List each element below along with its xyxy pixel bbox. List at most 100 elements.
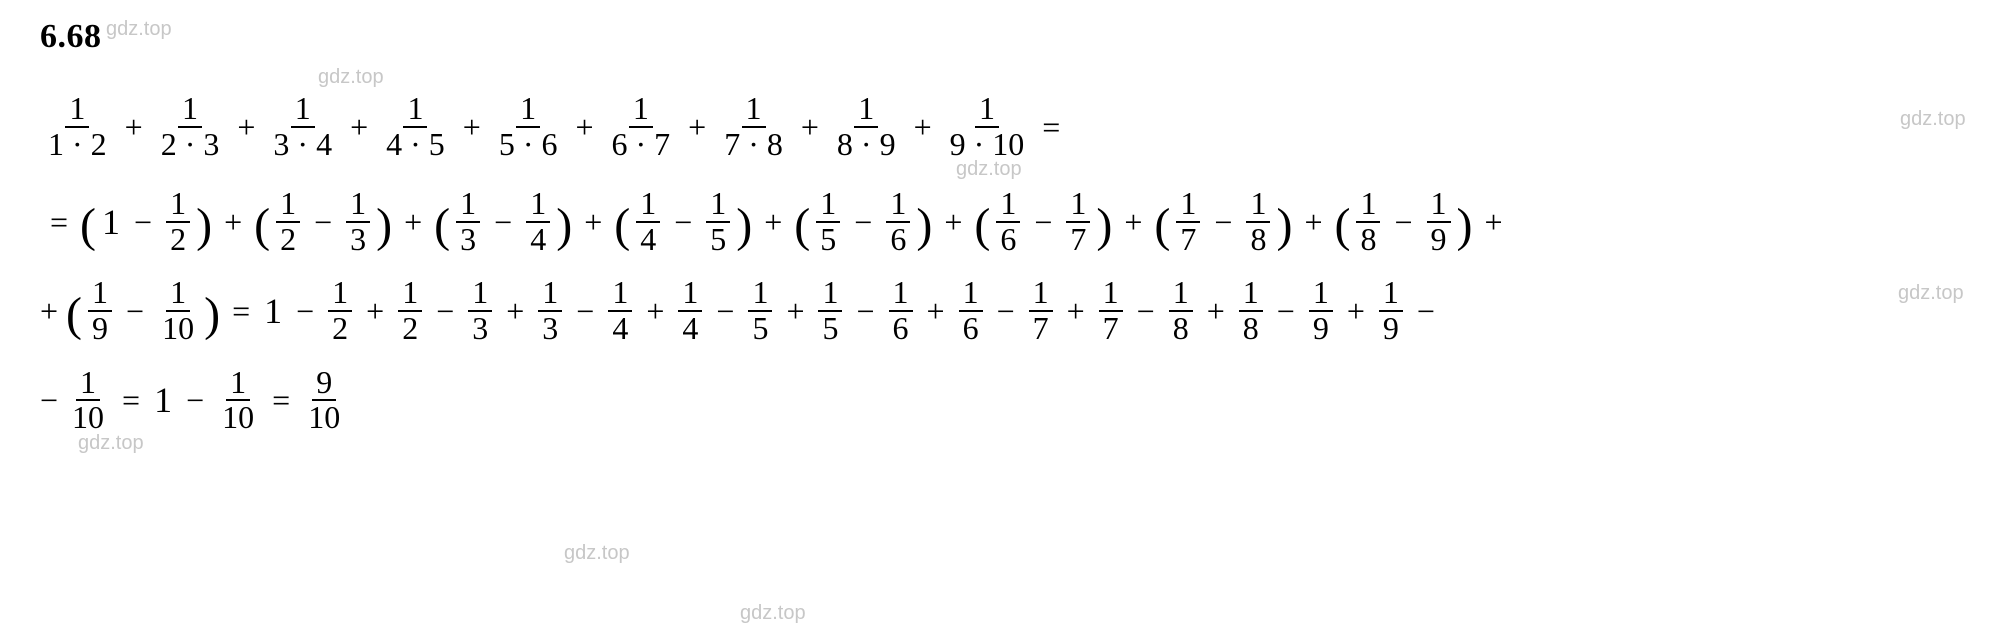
equation-line-2: =(1−12)+(12−13)+(13−14)+(14−15)+(15−16)+…	[40, 187, 1964, 256]
fraction: 17	[1066, 187, 1090, 256]
operator: =	[1032, 111, 1070, 143]
fraction-denominator: 3	[346, 223, 370, 257]
operator: +	[496, 295, 534, 327]
operator: +	[227, 111, 265, 143]
operator: −	[484, 206, 522, 238]
fraction: 19 · 10	[946, 92, 1029, 161]
fraction-numerator: 1	[398, 276, 422, 312]
operator: +	[1197, 295, 1235, 327]
operator: −	[566, 295, 604, 327]
fraction: 13	[538, 276, 562, 345]
fraction-numerator: 1	[1356, 187, 1380, 223]
fraction: 18	[1356, 187, 1380, 256]
fraction: 15 · 6	[495, 92, 562, 161]
fraction: 15	[816, 187, 840, 256]
fraction: 17	[1176, 187, 1200, 256]
operator: +	[40, 295, 64, 327]
fraction-denominator: 4 · 5	[382, 128, 449, 162]
fraction-numerator: 1	[748, 276, 772, 312]
operator: −	[1204, 206, 1242, 238]
fraction: 16 · 7	[608, 92, 675, 161]
fraction: 19	[1427, 187, 1451, 256]
watermark-text: gdz.top	[740, 602, 806, 625]
operator: +	[356, 295, 394, 327]
fraction-numerator: 1	[818, 276, 842, 312]
fraction-numerator: 1	[166, 276, 190, 312]
fraction-numerator: 1	[468, 276, 492, 312]
operator: −	[40, 384, 64, 416]
operator: +	[917, 295, 955, 327]
fraction-denominator: 5	[818, 312, 842, 346]
fraction-denominator: 7	[1176, 223, 1200, 257]
fraction-numerator: 1	[328, 276, 352, 312]
fraction-denominator: 6	[959, 312, 983, 346]
fraction-numerator: 1	[456, 187, 480, 223]
fraction-numerator: 1	[629, 92, 653, 128]
fraction-numerator: 1	[706, 187, 730, 223]
fraction-numerator: 1	[166, 187, 190, 223]
fraction-denominator: 3 · 4	[269, 128, 336, 162]
operator: −	[987, 295, 1025, 327]
fraction: 14	[636, 187, 660, 256]
problem-number: 6.68	[40, 18, 1964, 56]
operator: −	[304, 206, 342, 238]
operator: +	[904, 111, 942, 143]
fraction-denominator: 5	[816, 223, 840, 257]
fraction-denominator: 10	[68, 401, 108, 435]
fraction-numerator: 1	[975, 92, 999, 128]
fraction: 15	[748, 276, 772, 345]
fraction: 910	[304, 366, 344, 435]
operator: +	[678, 111, 716, 143]
operator: =	[262, 384, 300, 416]
fraction-numerator: 1	[1169, 276, 1193, 312]
fraction-denominator: 3	[538, 312, 562, 346]
operator: −	[116, 295, 154, 327]
operator: −	[846, 295, 884, 327]
operator: +	[934, 206, 972, 238]
fraction-numerator: 1	[1099, 276, 1123, 312]
fraction-numerator: 1	[1427, 187, 1451, 223]
fraction: 13	[456, 187, 480, 256]
fraction: 13	[468, 276, 492, 345]
fraction: 19	[1379, 276, 1403, 345]
fraction: 110	[68, 366, 108, 435]
fraction: 14	[678, 276, 702, 345]
fraction: 18	[1239, 276, 1263, 345]
operator: +	[1337, 295, 1375, 327]
operator: −	[706, 295, 744, 327]
watermark-text: gdz.top	[78, 432, 144, 455]
operator: +	[791, 111, 829, 143]
operator: +	[1294, 206, 1332, 238]
fraction-denominator: 9 · 10	[946, 128, 1029, 162]
fraction: 12	[276, 187, 300, 256]
number-one: 1	[260, 293, 286, 329]
fraction-denominator: 6	[889, 312, 913, 346]
fraction-numerator: 1	[346, 187, 370, 223]
fraction-numerator: 1	[226, 366, 250, 402]
fraction: 17 · 8	[720, 92, 787, 161]
fraction-numerator: 1	[526, 187, 550, 223]
fraction-numerator: 1	[403, 92, 427, 128]
fraction-numerator: 1	[678, 276, 702, 312]
operator: =	[40, 206, 78, 238]
fraction-denominator: 6	[996, 223, 1020, 257]
fraction-numerator: 1	[996, 187, 1020, 223]
operator: −	[1127, 295, 1165, 327]
fraction-denominator: 9	[1427, 223, 1451, 257]
fraction-denominator: 5 · 6	[495, 128, 562, 162]
equation-line-1: 11 · 2+12 · 3+13 · 4+14 · 5+15 · 6+16 · …	[40, 92, 1964, 161]
fraction-numerator: 1	[65, 92, 89, 128]
fraction-denominator: 10	[218, 401, 258, 435]
fraction-numerator: 1	[889, 276, 913, 312]
fraction-denominator: 4	[678, 312, 702, 346]
fraction-denominator: 8	[1246, 223, 1270, 257]
fraction-numerator: 1	[516, 92, 540, 128]
operator: −	[1024, 206, 1062, 238]
fraction-numerator: 1	[178, 92, 202, 128]
fraction: 12	[328, 276, 352, 345]
fraction: 17	[1029, 276, 1053, 345]
fraction-denominator: 7 · 8	[720, 128, 787, 162]
operator: +	[1114, 206, 1152, 238]
fraction: 13	[346, 187, 370, 256]
watermark-text: gdz.top	[564, 542, 630, 565]
